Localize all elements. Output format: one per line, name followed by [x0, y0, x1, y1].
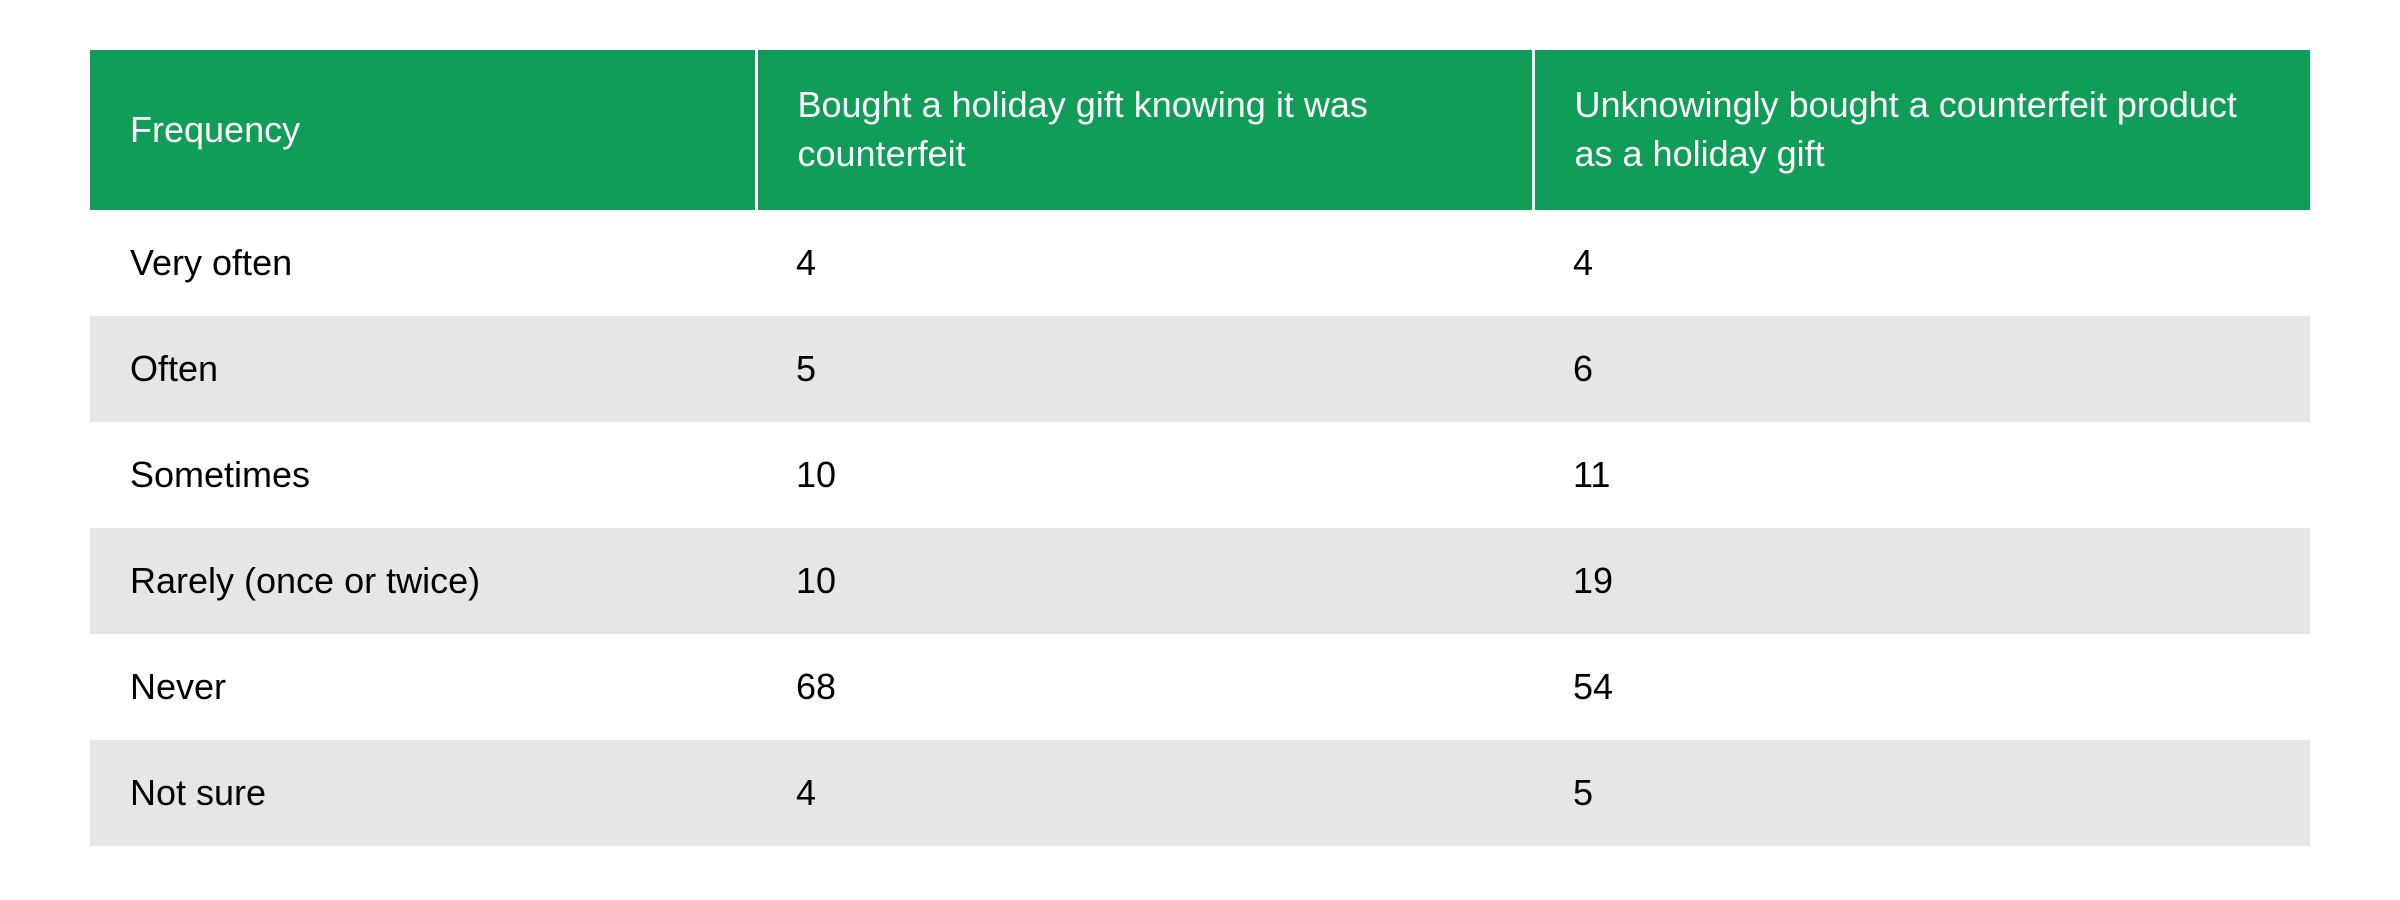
- table-row: Sometimes 10 11: [90, 422, 2310, 528]
- cell-unknowingly-value: 11: [1533, 422, 2310, 528]
- cell-unknowingly-value: 4: [1533, 210, 2310, 316]
- cell-knowingly-value: 4: [756, 740, 1533, 846]
- cell-knowingly-value: 10: [756, 422, 1533, 528]
- table-row: Often 5 6: [90, 316, 2310, 422]
- column-header-frequency: Frequency: [90, 50, 756, 210]
- cell-unknowingly-value: 19: [1533, 528, 2310, 634]
- cell-unknowingly-value: 5: [1533, 740, 2310, 846]
- table-header-row: Frequency Bought a holiday gift knowing …: [90, 50, 2310, 210]
- cell-frequency-label: Never: [90, 634, 756, 740]
- column-header-knowingly: Bought a holiday gift knowing it was cou…: [756, 50, 1533, 210]
- table-row: Rarely (once or twice) 10 19: [90, 528, 2310, 634]
- frequency-table: Frequency Bought a holiday gift knowing …: [90, 50, 2310, 846]
- table-row: Very often 4 4: [90, 210, 2310, 316]
- cell-frequency-label: Sometimes: [90, 422, 756, 528]
- cell-frequency-label: Not sure: [90, 740, 756, 846]
- cell-knowingly-value: 10: [756, 528, 1533, 634]
- cell-knowingly-value: 4: [756, 210, 1533, 316]
- table-row: Never 68 54: [90, 634, 2310, 740]
- cell-unknowingly-value: 54: [1533, 634, 2310, 740]
- cell-frequency-label: Rarely (once or twice): [90, 528, 756, 634]
- cell-knowingly-value: 5: [756, 316, 1533, 422]
- table-row: Not sure 4 5: [90, 740, 2310, 846]
- cell-knowingly-value: 68: [756, 634, 1533, 740]
- cell-unknowingly-value: 6: [1533, 316, 2310, 422]
- cell-frequency-label: Very often: [90, 210, 756, 316]
- cell-frequency-label: Often: [90, 316, 756, 422]
- column-header-unknowingly: Unknowingly bought a counterfeit product…: [1533, 50, 2310, 210]
